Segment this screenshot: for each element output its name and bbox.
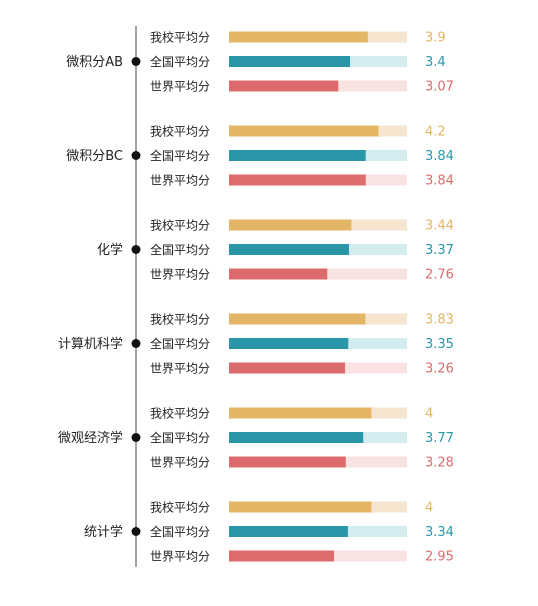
series-row-label: 全国平均分: [150, 242, 210, 257]
bar: [229, 80, 339, 92]
bar: [229, 244, 349, 255]
series-row-label: 世界平均分: [150, 456, 210, 470]
data-label: 4: [425, 407, 433, 422]
bar: [229, 362, 346, 374]
series-row-label: 世界平均分: [150, 80, 210, 94]
data-label: 3.9: [425, 31, 446, 46]
data-label: 4.2: [425, 125, 446, 140]
category-label: 统计学: [84, 524, 123, 540]
series-row-label: 我校平均分: [150, 500, 210, 515]
series-row-label: 全国平均分: [150, 524, 210, 539]
series-row-label: 我校平均分: [150, 406, 210, 421]
category-dot: [131, 339, 141, 348]
data-label: 3.77: [425, 431, 454, 446]
bar: [229, 174, 366, 186]
bar: [229, 56, 351, 67]
data-label: 3.83: [425, 313, 454, 328]
data-label: 3.35: [425, 337, 454, 352]
bar: [229, 432, 364, 443]
data-label: 3.26: [425, 362, 454, 377]
bar: [229, 31, 368, 43]
data-label: 3.28: [425, 456, 454, 471]
category-label: 微观经济学: [58, 430, 123, 446]
data-label: 3.4: [425, 55, 446, 70]
bar: [229, 526, 348, 537]
bar: [229, 550, 335, 562]
bar: [229, 125, 379, 137]
data-label: 2.76: [425, 268, 454, 283]
chart-marks: 微积分AB 我校平均分 3.9 全国平均分 3.4 世界平均分 3.07 微积分BC 我校平均分…: [58, 30, 454, 565]
series-row-label: 全国平均分: [150, 54, 210, 69]
category-dot: [131, 527, 141, 536]
bar: [229, 501, 372, 513]
category-dot: [131, 245, 141, 254]
series-row-label: 全国平均分: [150, 148, 210, 163]
category-dot: [131, 151, 141, 160]
series-row-label: 我校平均分: [150, 124, 210, 139]
series-row-label: 我校平均分: [150, 30, 210, 45]
series-row-label: 世界平均分: [150, 174, 210, 188]
bar: [229, 268, 328, 280]
category-label: 化学: [97, 242, 123, 258]
data-label: 3.34: [425, 525, 454, 540]
data-label: 3.84: [425, 149, 454, 164]
data-label: 2.95: [425, 550, 454, 565]
category-label: 计算机科学: [58, 336, 123, 352]
category-dot: [131, 57, 141, 66]
series-row-label: 世界平均分: [150, 362, 210, 376]
series-row-label: 世界平均分: [150, 550, 210, 564]
bar: [229, 150, 366, 161]
category-label: 微积分AB: [66, 55, 123, 70]
category-dot: [131, 433, 141, 442]
series-row-label: 我校平均分: [150, 218, 210, 233]
series-row-label: 世界平均分: [150, 268, 210, 282]
data-label: 4: [425, 501, 433, 516]
data-label: 3.37: [425, 243, 454, 258]
bar: [229, 456, 346, 468]
bar: [229, 407, 372, 419]
bar: [229, 219, 352, 231]
category-label: 微积分BC: [66, 149, 123, 164]
series-row-label: 我校平均分: [150, 312, 210, 327]
data-label: 3.07: [425, 80, 454, 95]
series-row-label: 全国平均分: [150, 430, 210, 445]
bar: [229, 313, 366, 325]
data-label: 3.84: [425, 174, 454, 189]
data-label: 3.44: [425, 219, 454, 234]
series-row-label: 全国平均分: [150, 336, 210, 351]
bar: [229, 338, 349, 349]
